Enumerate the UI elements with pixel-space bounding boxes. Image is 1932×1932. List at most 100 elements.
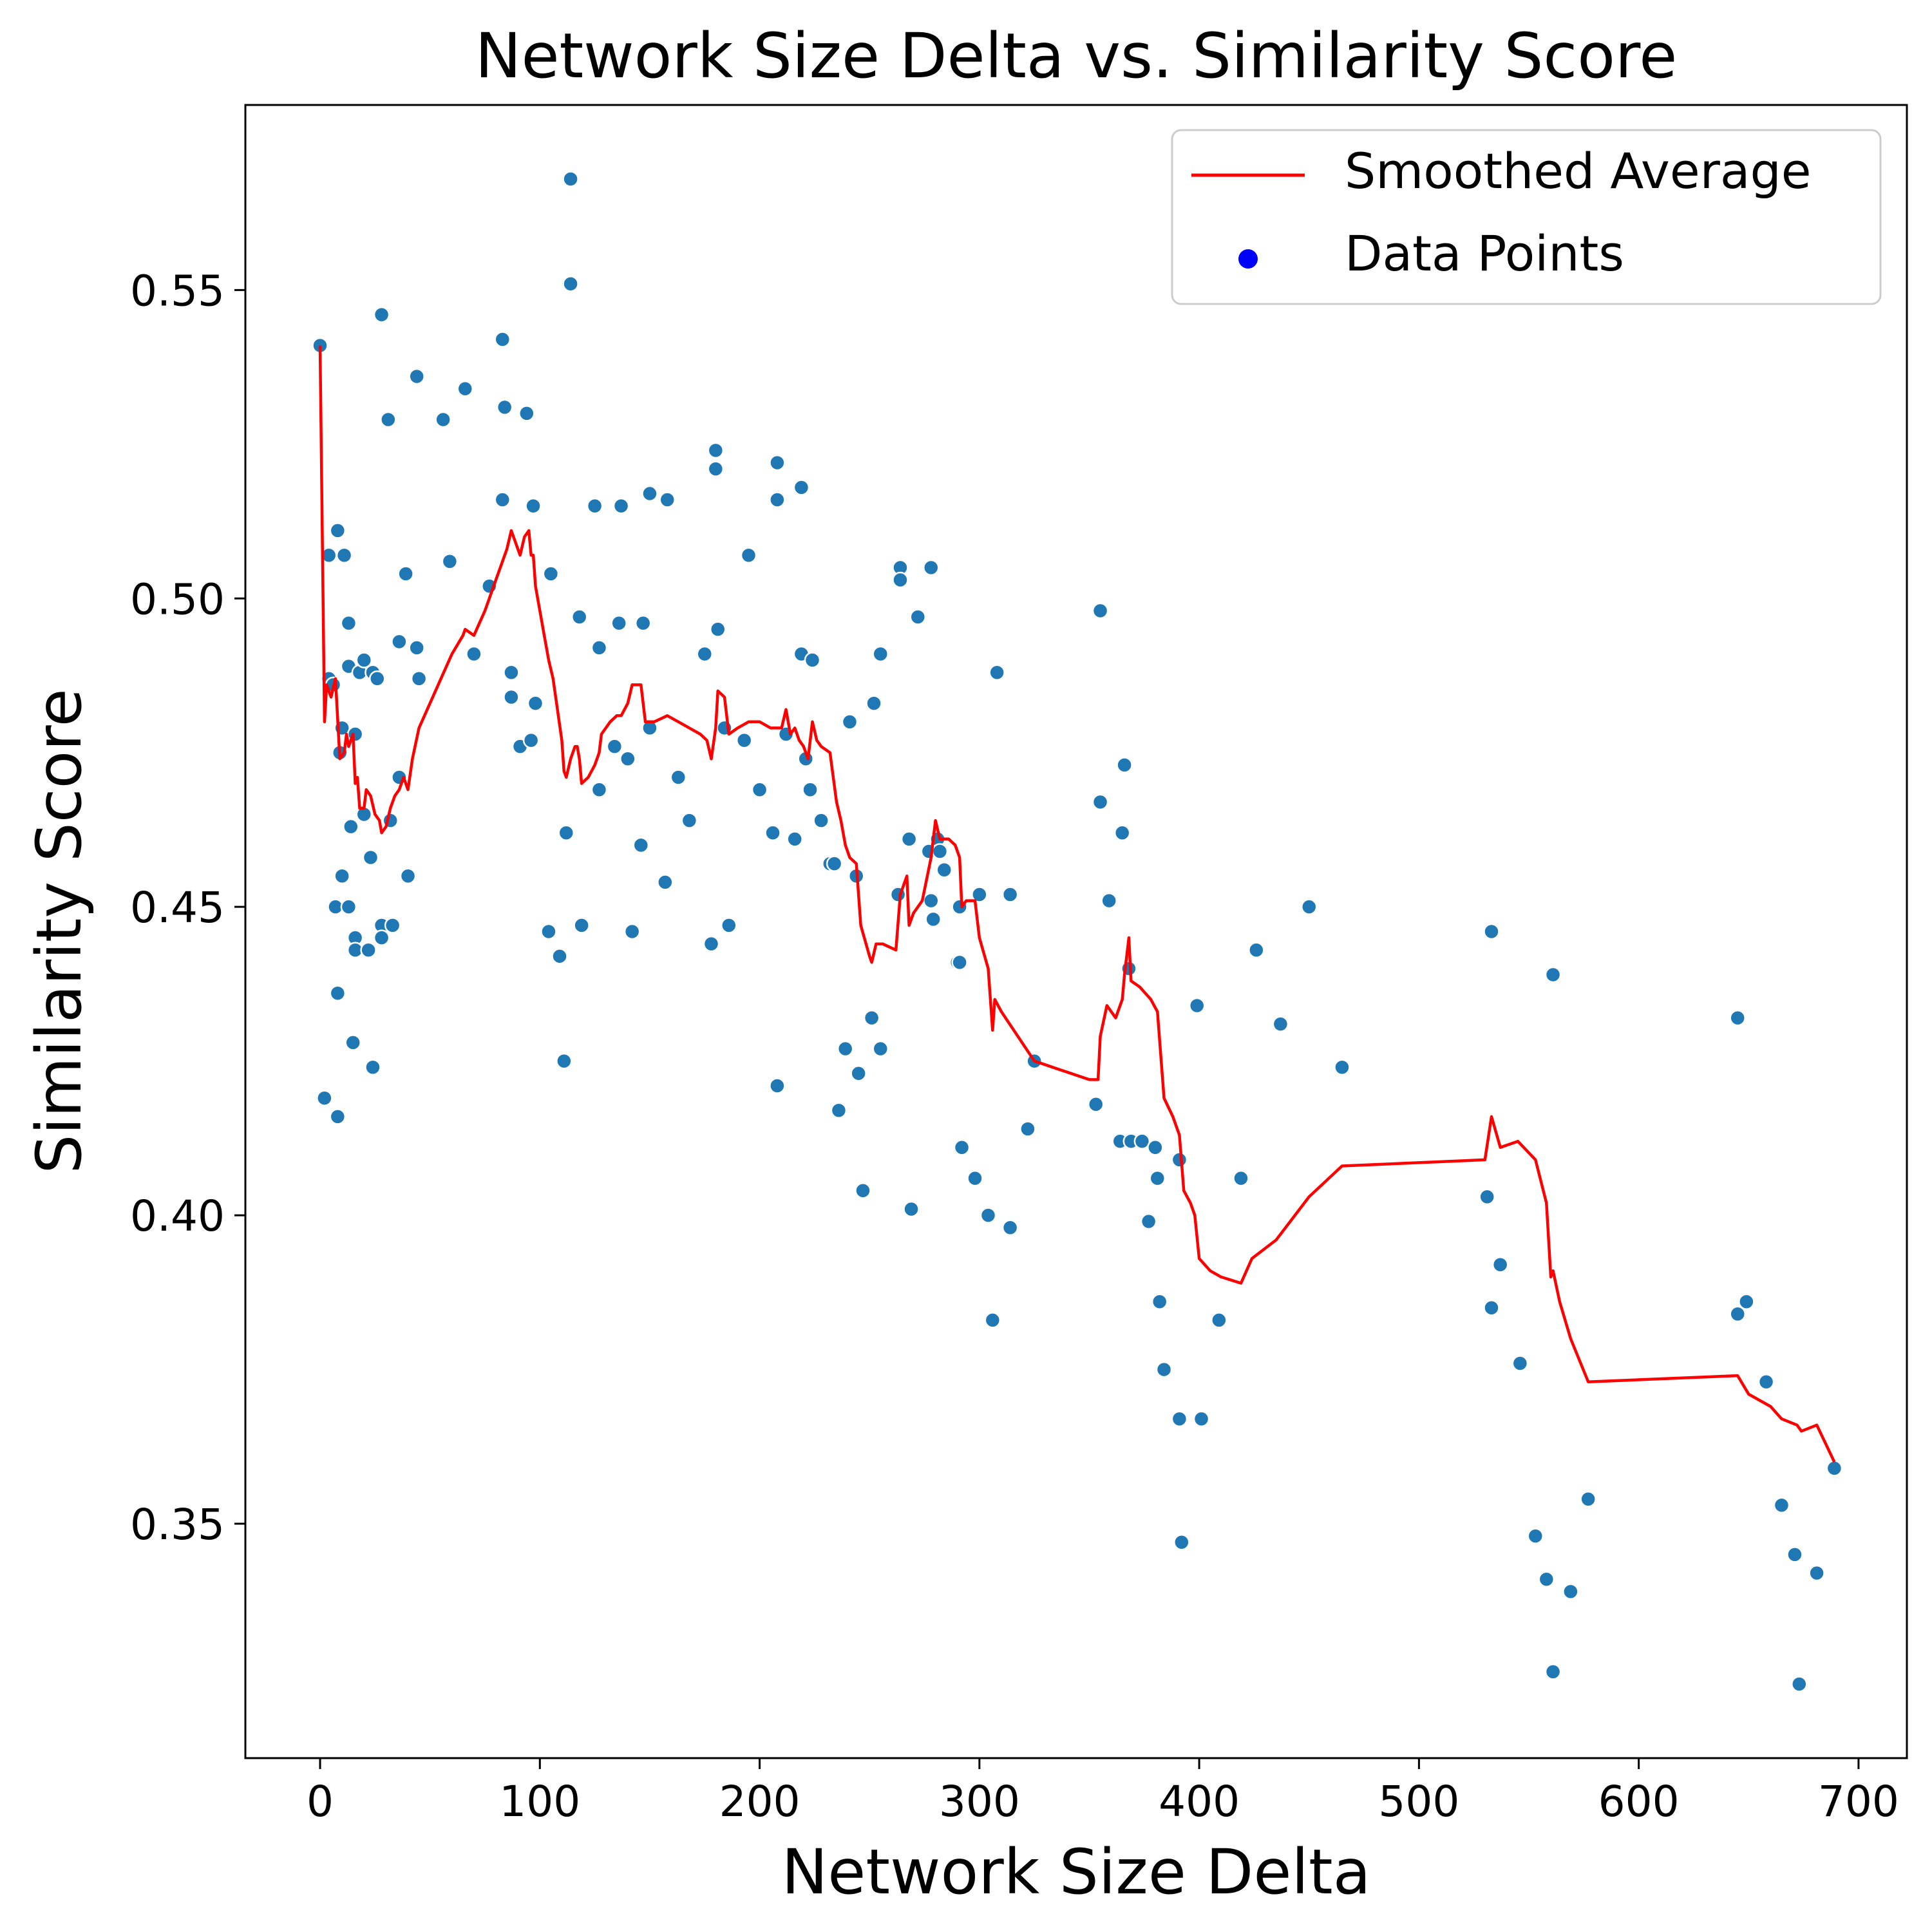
data-point: [793, 479, 810, 496]
data-point: [1538, 1571, 1555, 1587]
data-point: [786, 831, 803, 848]
data-point: [558, 824, 575, 841]
data-point: [769, 1077, 786, 1094]
x-tick-label: 400: [1159, 1777, 1240, 1826]
data-point: [670, 769, 687, 786]
data-point: [556, 1052, 573, 1070]
data-point: [872, 645, 889, 663]
data-point: [369, 670, 386, 687]
data-point: [573, 917, 590, 934]
data-point: [527, 695, 544, 712]
data-point: [373, 306, 390, 323]
data-point: [1149, 1170, 1166, 1187]
data-point: [923, 559, 940, 576]
data-point: [1171, 1151, 1188, 1168]
data-point: [503, 664, 520, 681]
data-point: [1140, 1213, 1157, 1230]
data-point: [494, 491, 511, 508]
data-point: [362, 849, 379, 866]
data-point: [316, 1090, 333, 1106]
data-point: [1808, 1564, 1825, 1582]
data-point: [769, 454, 786, 471]
data-point: [591, 781, 608, 798]
data-point: [620, 750, 636, 768]
data-point: [751, 781, 768, 798]
data-point: [696, 645, 714, 663]
data-point: [1151, 1293, 1168, 1310]
x-tick-label: 300: [939, 1777, 1020, 1826]
data-point: [909, 609, 927, 625]
data-point: [1173, 1534, 1190, 1551]
data-point: [586, 497, 603, 515]
data-point: [802, 781, 819, 798]
data-point: [659, 491, 676, 508]
data-point: [623, 923, 641, 940]
data-point: [355, 652, 373, 668]
data-point: [391, 633, 408, 650]
data-point: [830, 1102, 848, 1119]
data-point: [562, 276, 579, 292]
data-point: [562, 171, 579, 187]
data-point: [340, 898, 357, 915]
data-point: [1001, 886, 1019, 903]
data-point: [466, 645, 482, 663]
data-point: [925, 911, 942, 928]
data-point: [764, 824, 781, 841]
data-point: [334, 867, 350, 885]
data-point: [494, 331, 511, 348]
data-point: [1147, 1139, 1164, 1156]
data-point: [551, 948, 568, 965]
data-point: [360, 942, 377, 958]
data-point: [1729, 1305, 1746, 1323]
data-point: [1511, 1355, 1529, 1372]
data-point: [408, 368, 425, 385]
data-point: [336, 547, 353, 564]
data-point: [1193, 1410, 1210, 1427]
data-point: [721, 917, 737, 934]
data-point: [384, 917, 401, 934]
x-tick-label: 0: [307, 1777, 334, 1826]
x-tick-label: 600: [1598, 1777, 1680, 1826]
data-point: [900, 831, 918, 848]
data-point: [641, 485, 658, 502]
legend-label-smoothed-average: Smoothed Average: [1345, 142, 1812, 200]
data-point: [872, 1040, 889, 1057]
data-point: [707, 460, 724, 477]
data-point: [457, 380, 474, 397]
data-point: [540, 923, 557, 940]
data-point: [837, 1040, 854, 1057]
data-point: [681, 812, 698, 829]
data-point: [1133, 1133, 1151, 1150]
data-point: [967, 1170, 983, 1187]
data-point: [1334, 1059, 1350, 1075]
data-point: [329, 1108, 346, 1125]
data-point: [984, 1312, 1001, 1329]
data-point: [1087, 1095, 1104, 1113]
data-point: [343, 818, 359, 835]
data-point: [340, 614, 357, 632]
data-point: [1483, 923, 1500, 940]
x-tick-label: 100: [499, 1777, 580, 1826]
data-point: [1233, 1170, 1249, 1187]
y-tick-label: 0.40: [130, 1191, 225, 1241]
data-point: [1562, 1583, 1579, 1600]
data-point: [866, 695, 882, 712]
data-point: [1580, 1490, 1596, 1508]
data-point: [329, 522, 346, 539]
data-point: [435, 411, 451, 428]
data-point: [850, 1065, 867, 1082]
data-point: [855, 1182, 871, 1199]
data-point: [1248, 942, 1265, 958]
data-point: [1729, 1009, 1746, 1027]
data-point: [571, 609, 588, 625]
data-point: [1019, 1121, 1036, 1137]
data-point: [1757, 1373, 1775, 1390]
data-point: [813, 812, 829, 829]
data-point: [1738, 1293, 1755, 1310]
data-point: [380, 411, 397, 428]
x-axis-ticks: 0 100 200 300 400 500 600 700: [307, 1758, 1899, 1826]
legend-frame: [1171, 129, 1882, 305]
data-point: [1791, 1676, 1808, 1692]
data-point: [410, 670, 428, 687]
